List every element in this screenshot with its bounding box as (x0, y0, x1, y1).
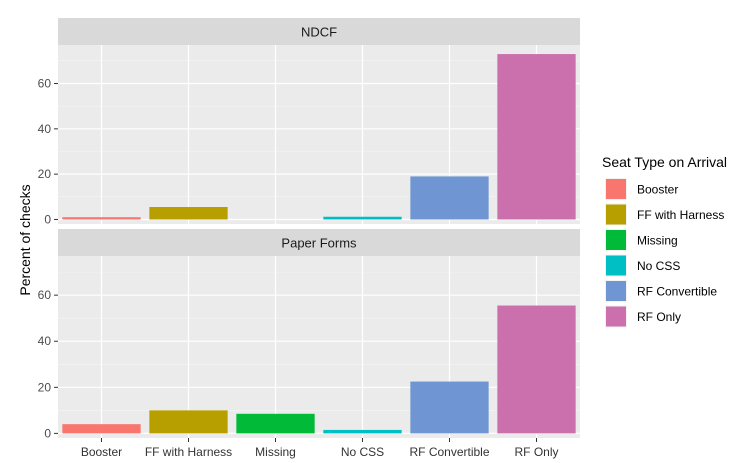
bar-rf-convertible (410, 381, 489, 434)
y-tick-label: 60 (38, 77, 52, 91)
bar-no-css (323, 429, 402, 434)
bar-no-css (323, 216, 402, 220)
legend-key (606, 204, 626, 225)
x-axis-ticks: Booster FF with Harness Missing No CSS RF Co… (81, 438, 559, 459)
plot-background (58, 256, 580, 438)
legend-key (606, 230, 626, 250)
facet-panel: Paper Forms 0 20 40 60 (38, 229, 580, 440)
x-tick-label: FF with Harness (145, 445, 232, 459)
bar-rf-only (497, 54, 576, 220)
plot-background (58, 45, 580, 224)
legend-key (606, 281, 626, 301)
facet-strip (58, 229, 580, 256)
legend-entry: No CSS (637, 259, 680, 273)
legend-entry: RF Convertible (637, 285, 717, 299)
x-tick-label: Missing (255, 445, 296, 459)
facet-strip (58, 18, 580, 45)
facet-title: NDCF (301, 25, 337, 40)
legend-entry: RF Only (637, 310, 681, 324)
facet-title: Paper Forms (281, 236, 357, 251)
y-tick-label: 20 (38, 167, 52, 181)
y-tick-label: 0 (44, 426, 51, 440)
y-tick-label: 0 (44, 212, 51, 226)
y-tick-label: 60 (38, 288, 52, 302)
bar-rf-convertible (410, 176, 489, 220)
bar-missing (236, 413, 315, 434)
x-tick-label: RF Only (514, 445, 558, 459)
legend-entry: Booster (637, 183, 678, 197)
legend-key (606, 255, 626, 276)
y-tick-label: 40 (38, 122, 52, 136)
legend-key (606, 179, 626, 199)
y-tick-label: 40 (38, 334, 52, 348)
facet-panels: NDCF 0 20 40 60 Paper Forms 0 20 40 60 (38, 18, 580, 440)
legend-entry: Missing (637, 234, 678, 248)
bar-ff-with-harness (149, 207, 228, 220)
bar-ff-with-harness (149, 410, 228, 434)
y-tick-label: 20 (38, 380, 52, 394)
legend-title: Seat Type on Arrival (602, 154, 727, 170)
x-tick-label: No CSS (341, 445, 384, 459)
facet-panel: NDCF 0 20 40 60 (38, 18, 580, 226)
legend: Seat Type on Arrival Booster FF with Harn… (602, 154, 727, 328)
y-axis-label: Percent of checks (17, 184, 33, 295)
x-tick-label: RF Convertible (409, 445, 489, 459)
bar-booster (62, 424, 141, 434)
legend-entry: FF with Harness (637, 208, 724, 222)
legend-key (606, 306, 626, 327)
x-tick-label: Booster (81, 445, 122, 459)
bar-rf-only (497, 305, 576, 434)
bar-booster (62, 217, 141, 220)
